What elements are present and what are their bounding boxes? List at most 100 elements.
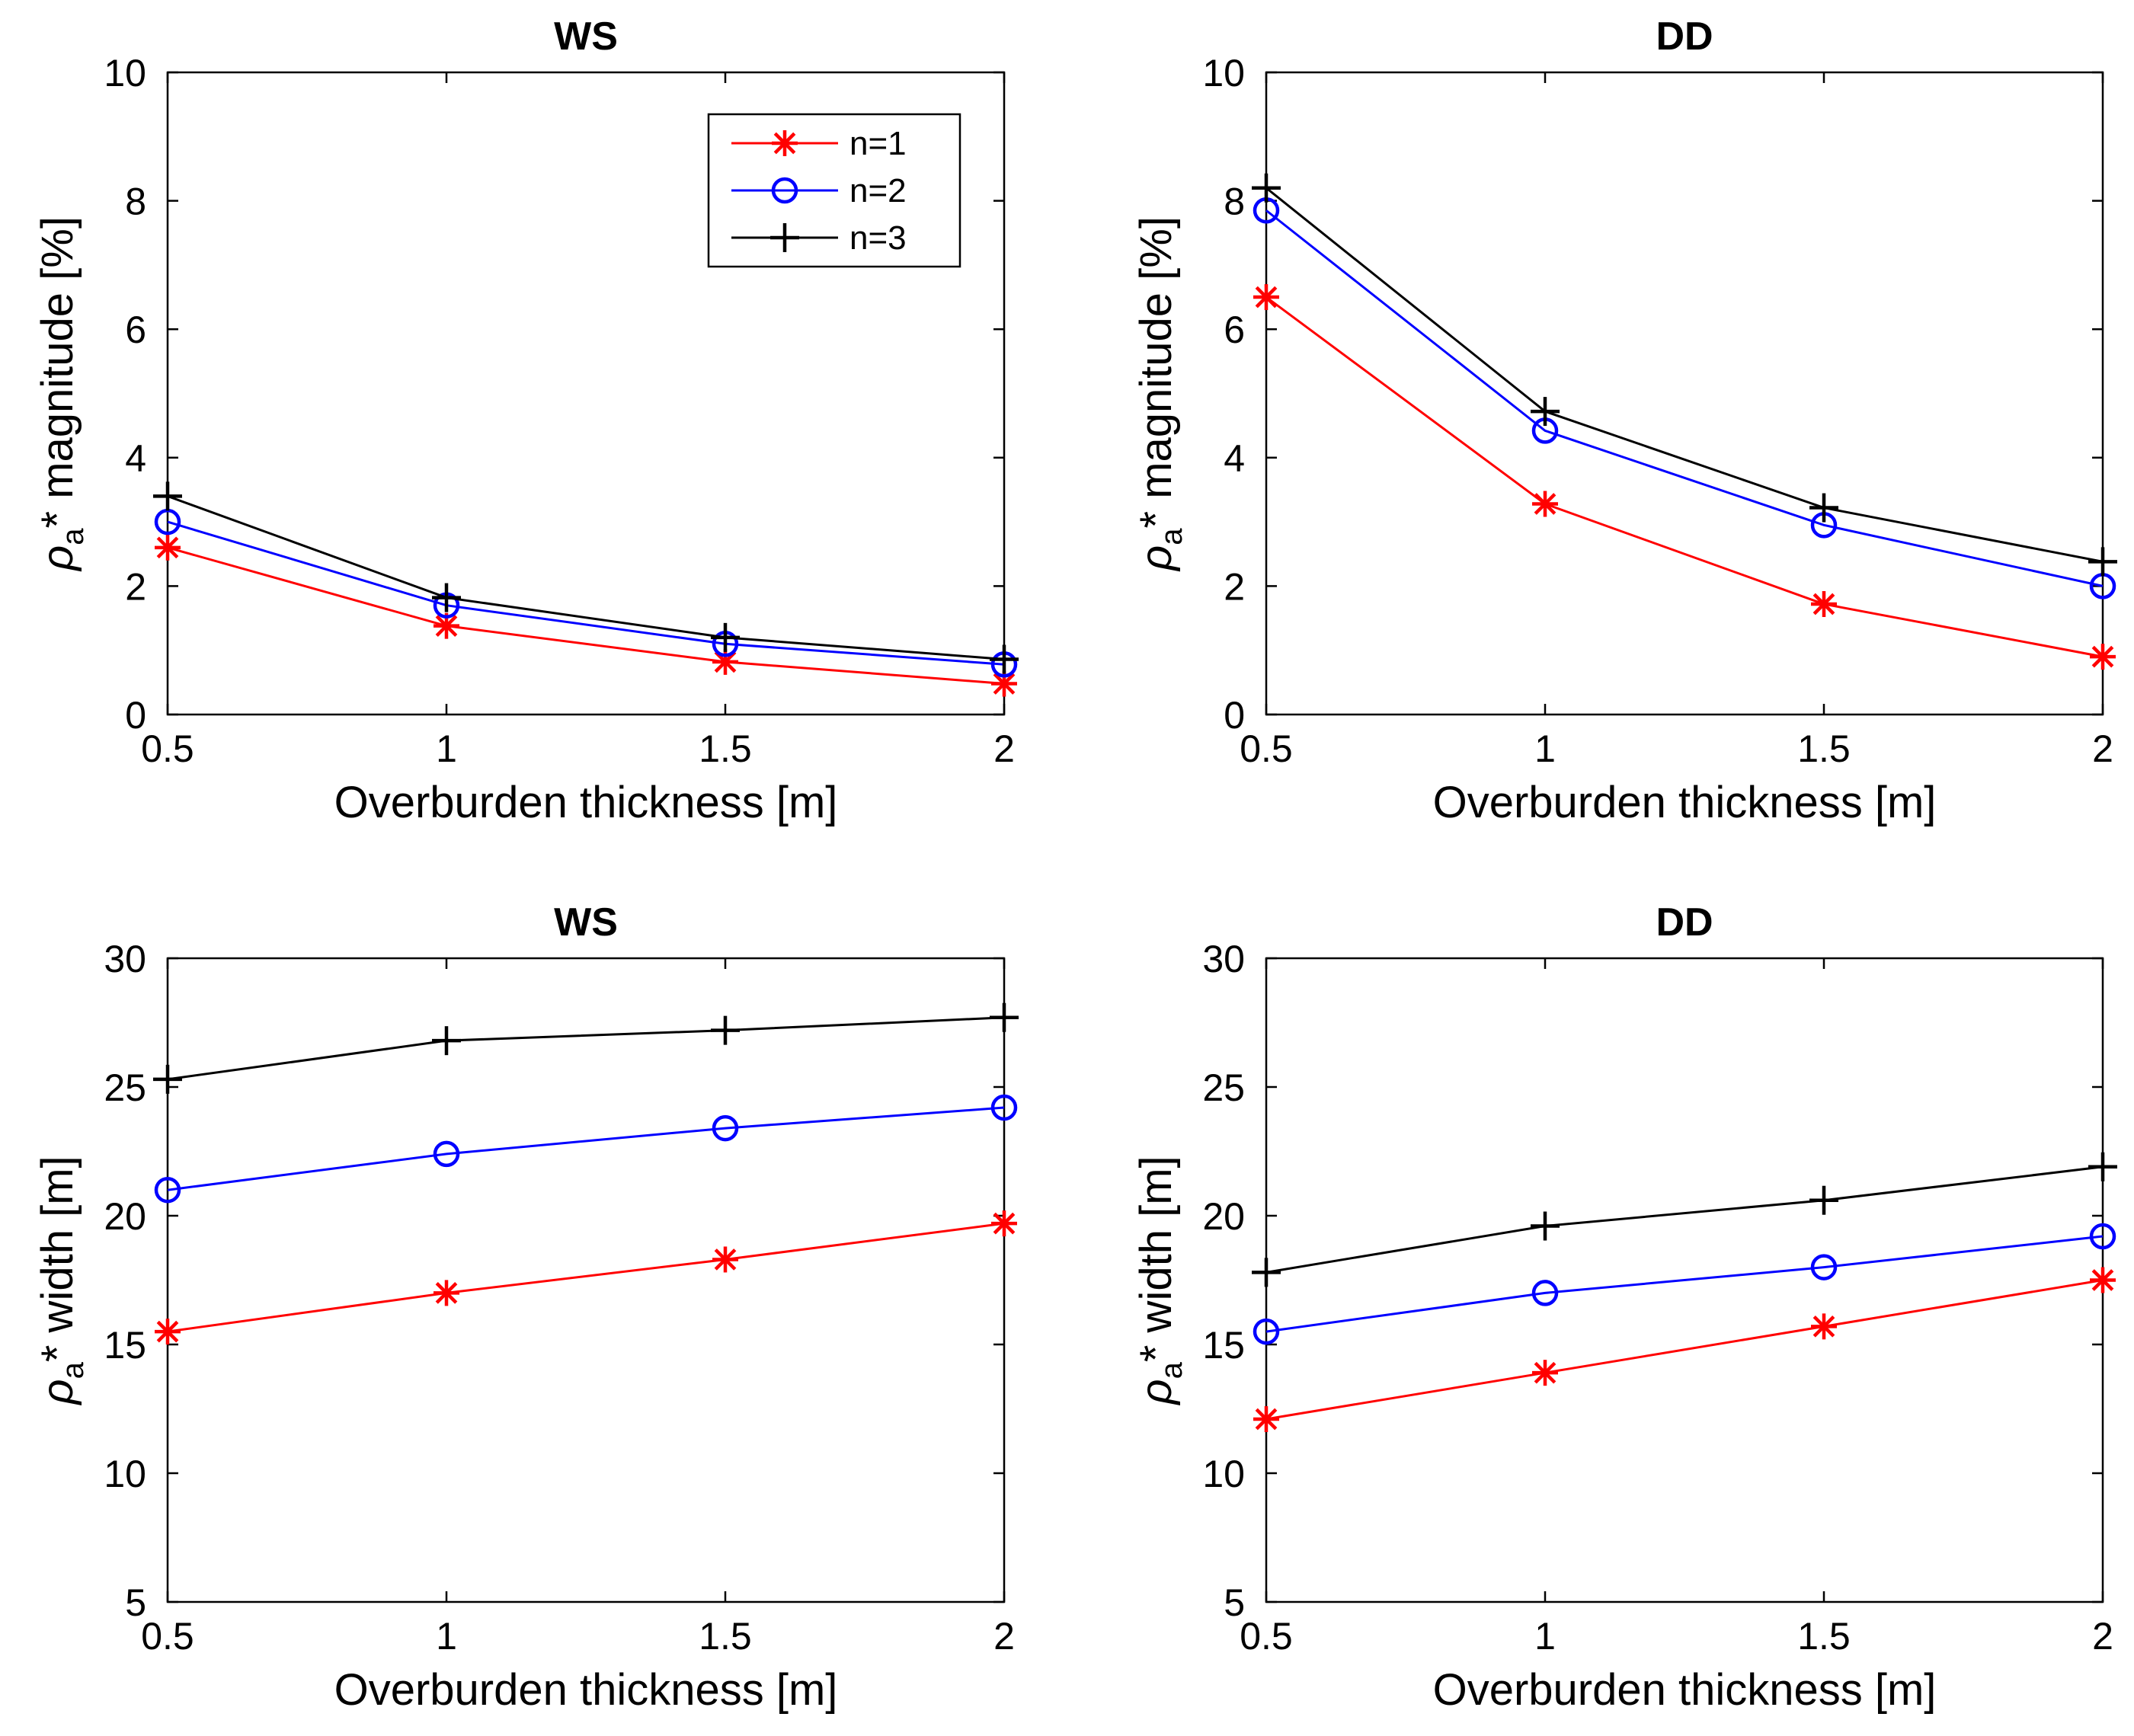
data-point	[433, 1140, 460, 1168]
data-point	[1532, 491, 1558, 517]
x-tick-label: 2	[993, 1615, 1015, 1658]
x-tick-label: 2	[2092, 1615, 2113, 1658]
data-point	[153, 1064, 182, 1094]
legend-entry: n=2	[731, 172, 907, 209]
x-tick-label: 2	[2092, 727, 2113, 770]
series-line	[167, 1222, 1005, 1333]
legend-label: n=1	[849, 125, 907, 162]
series-n=3	[153, 1002, 1019, 1094]
y-tick-label: 10	[104, 1453, 146, 1495]
y-axis-label: ρa* magnitude [%]	[1131, 216, 1189, 572]
x-tick-label: 1.5	[1797, 727, 1851, 770]
chart-title: WS	[554, 14, 618, 59]
y-tick-label: 2	[125, 565, 146, 608]
series-line	[167, 1106, 1005, 1191]
data-point	[154, 1176, 181, 1204]
data-point	[2090, 1267, 2116, 1293]
data-point	[1253, 284, 1279, 311]
x-axis-label: Overburden thickness [m]	[1433, 1665, 1937, 1715]
data-point	[990, 644, 1019, 674]
data-point	[2090, 644, 2116, 670]
plot-area	[1265, 71, 2104, 716]
y-tick-label: 25	[104, 1066, 146, 1109]
y-tick-label: 6	[125, 309, 146, 351]
series-n=3	[153, 481, 1019, 674]
data-point	[990, 1002, 1019, 1032]
data-point	[991, 1210, 1017, 1237]
chart-title: DD	[1656, 900, 1713, 945]
chart-panel-2: 0.5 1 1.5 2 0 2 4 6 8 10 DD Overburden thickness [m…	[1131, 14, 2117, 827]
x-axis-label: Overburden thickness [m]	[334, 1665, 838, 1715]
x-axis-label: Overburden thickness [m]	[1433, 778, 1937, 827]
x-tick-label: 1	[1534, 727, 1556, 770]
plot-area	[166, 957, 1006, 1603]
data-point	[1252, 1258, 1281, 1287]
x-tick-label: 0.5	[141, 727, 194, 770]
data-point	[434, 1280, 459, 1306]
data-point	[990, 1094, 1018, 1121]
data-point	[1252, 173, 1281, 203]
x-tick-label: 1.5	[699, 1615, 752, 1658]
x-tick-label: 0.5	[1240, 727, 1293, 770]
legend-marker	[772, 130, 798, 156]
series-line	[1265, 1165, 2104, 1274]
x-axis-label: Overburden thickness [m]	[334, 778, 838, 827]
y-axis-label: ρa* width [m]	[33, 1156, 90, 1405]
x-tick-label: 1.5	[1797, 1615, 1851, 1658]
y-tick-label: 20	[104, 1195, 146, 1238]
y-tick-label: 25	[1202, 1066, 1245, 1109]
series-line	[1265, 187, 2104, 563]
data-point	[1811, 1313, 1837, 1340]
chart-title: DD	[1656, 14, 1713, 59]
series-n=2	[1253, 1223, 2116, 1345]
data-point	[1531, 397, 1560, 427]
y-tick-label: 2	[1224, 565, 1245, 608]
y-tick-label: 5	[1224, 1581, 1245, 1624]
series-n=3	[1252, 1152, 2117, 1287]
y-tick-label: 10	[1202, 52, 1245, 94]
data-point	[1809, 493, 1838, 523]
y-axis-label: ρa* magnitude [%]	[33, 216, 90, 572]
y-tick-label: 4	[1224, 437, 1245, 480]
legend: n=1 n=2 n=3	[707, 113, 961, 268]
legend-entry: n=3	[731, 219, 907, 257]
y-tick-label: 30	[104, 938, 146, 980]
y-tick-label: 10	[104, 52, 146, 94]
y-tick-label: 15	[104, 1324, 146, 1367]
data-point	[1810, 1254, 1838, 1280]
data-point	[155, 534, 181, 561]
series-line	[167, 1016, 1005, 1081]
data-point	[991, 670, 1017, 697]
series-n=1	[1253, 1267, 2116, 1433]
series-line	[1265, 209, 2104, 587]
y-tick-label: 30	[1202, 938, 1245, 980]
data-point	[2088, 1152, 2117, 1181]
data-point	[432, 1026, 461, 1056]
data-point	[1531, 1280, 1559, 1306]
data-point	[712, 648, 738, 675]
y-tick-label: 4	[125, 437, 146, 480]
data-point	[711, 622, 740, 652]
legend-marker	[770, 223, 799, 252]
x-tick-label: 1	[436, 727, 457, 770]
data-point	[712, 1246, 738, 1273]
x-tick-label: 0.5	[141, 1615, 194, 1658]
series-line	[1265, 296, 2104, 658]
data-point	[712, 1114, 739, 1142]
y-tick-label: 15	[1202, 1324, 1245, 1367]
data-point	[2089, 1223, 2116, 1250]
legend-entry: n=1	[731, 125, 907, 162]
series-n=3	[1252, 173, 2117, 577]
series-n=1	[1253, 284, 2116, 670]
chart-title: WS	[554, 900, 618, 945]
data-point	[1532, 1360, 1558, 1386]
y-tick-label: 20	[1202, 1195, 1245, 1238]
data-point	[1253, 1318, 1280, 1345]
y-tick-label: 0	[1224, 694, 1245, 737]
y-tick-label: 0	[125, 694, 146, 737]
y-axis-label: ρa* width [m]	[1131, 1156, 1189, 1405]
x-tick-label: 0.5	[1240, 1615, 1293, 1658]
